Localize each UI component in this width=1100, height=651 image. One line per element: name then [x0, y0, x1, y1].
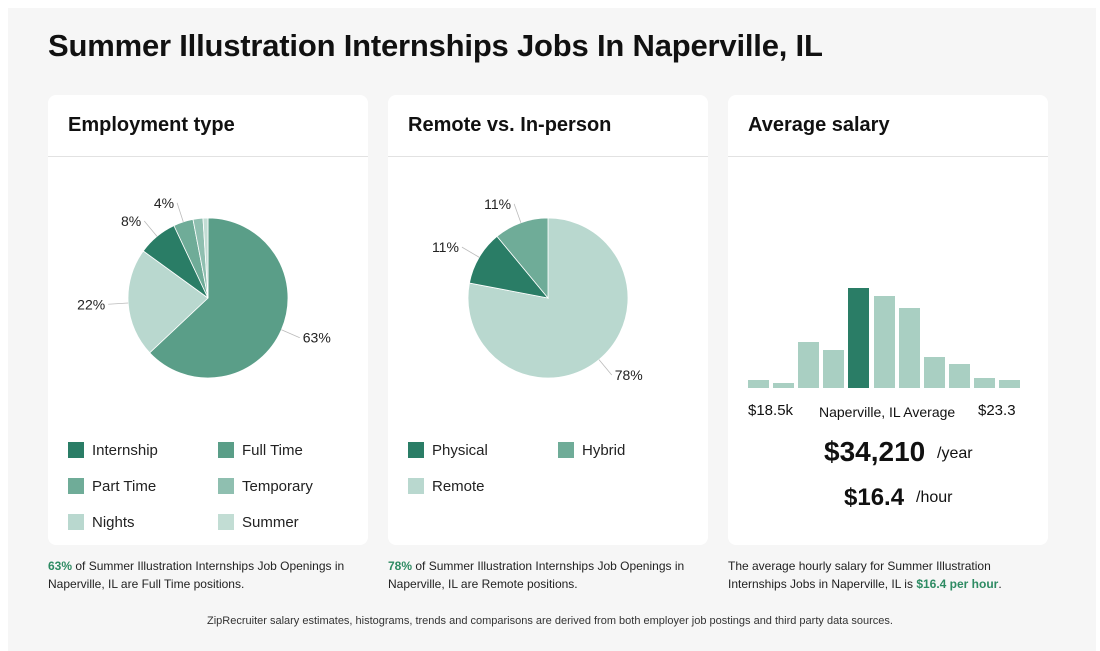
- remote-legend-swatch-remote: [408, 478, 424, 494]
- employment-legend-temporary: Temporary: [218, 477, 313, 495]
- remote-card: Remote vs. In-person 78% 11% 11% Physical H…: [388, 95, 708, 545]
- remote-title: Remote vs. In-person: [408, 114, 612, 136]
- remote-header: Remote vs. In-person: [388, 95, 708, 157]
- employment-legend-label-internship: Internship: [92, 441, 158, 459]
- yearly-salary-value: $34,210: [824, 436, 926, 467]
- histogram-bar: [748, 380, 769, 388]
- hourly-unit: /hour: [916, 489, 953, 506]
- remote-leader-hybrid: [513, 203, 522, 223]
- remote-label-physical: 11%: [432, 239, 459, 255]
- remote-legend-swatch-hybrid: [558, 442, 574, 458]
- histogram-bar: [948, 364, 970, 388]
- remote-legend-swatch-physical: [408, 442, 424, 458]
- employment-legend-part-time: Part Time: [68, 477, 156, 495]
- histogram-bar-average: [848, 288, 870, 388]
- remote-leader-remote: [598, 359, 613, 376]
- employment-legend-label-summer: Summer: [242, 513, 299, 531]
- employment-leader-part-time: [108, 302, 129, 305]
- employment-legend-swatch-part-time: [68, 478, 84, 494]
- employment-slice-part-time: [127, 250, 209, 354]
- histogram-bar: [973, 378, 995, 388]
- employment-slice-summer: [202, 217, 209, 299]
- histogram-bar: [823, 350, 845, 388]
- employment-type-title: Employment type: [68, 114, 235, 136]
- remote-caption-highlight: 78%: [388, 559, 413, 573]
- remote-legend-hybrid: Hybrid: [558, 441, 625, 459]
- remote-leader-physical: [461, 246, 480, 258]
- salary-caption-end: .: [998, 577, 1002, 591]
- remote-legend-label-hybrid: Hybrid: [582, 441, 626, 459]
- employment-legend-label-full-time: Full Time: [242, 441, 303, 459]
- employment-label-internship: 8%: [121, 213, 141, 229]
- salary-card: Average salary $18.5k Naperville, IL Ave…: [728, 95, 1048, 545]
- histogram-bar: [873, 296, 895, 388]
- employment-legend-swatch-internship: [68, 442, 84, 458]
- salary-caption: The average hourly salary for Summer Ill…: [728, 557, 1018, 593]
- employment-legend-swatch-summer: [218, 514, 234, 530]
- employment-slice-full-time: [149, 217, 289, 379]
- histogram-bar: [999, 380, 1020, 388]
- remote-label-remote: 78%: [615, 367, 643, 383]
- footnote: ZipRecruiter salary estimates, histogram…: [207, 615, 893, 627]
- employment-label-full-time: 63%: [303, 330, 331, 346]
- employment-leader-internship: [143, 220, 158, 237]
- employment-caption: 63% of Summer Illustration Internships J…: [48, 557, 348, 593]
- employment-legend-internship: Internship: [68, 441, 158, 459]
- histogram-bar: [923, 356, 945, 388]
- employment-legend-label-temporary: Temporary: [242, 477, 313, 495]
- remote-legend-physical: Physical: [408, 441, 488, 459]
- employment-type-header: Employment type: [48, 95, 368, 157]
- remote-legend-label-remote: Remote: [432, 477, 485, 495]
- histogram-bar: [773, 382, 795, 388]
- salary-caption-text: The average hourly salary for Summer Ill…: [728, 559, 991, 591]
- salary-range-min: $18.5k: [748, 402, 794, 419]
- histogram-bar: [898, 308, 920, 388]
- employment-caption-highlight: 63%: [48, 559, 73, 573]
- yearly-unit: /year: [937, 445, 973, 462]
- remote-label-hybrid: 11%: [484, 196, 511, 212]
- employment-legend-nights: Nights: [68, 513, 135, 531]
- employment-legend-label-nights: Nights: [92, 513, 135, 531]
- employment-leader-temporary: [176, 202, 184, 223]
- salary-caption-highlight: $16.4 per hour: [916, 577, 999, 591]
- employment-legend-full-time: Full Time: [218, 441, 303, 459]
- remote-caption: 78% of Summer Illustration Internships J…: [388, 557, 688, 593]
- employment-caption-text: of Summer Illustration Internships Job O…: [48, 559, 345, 591]
- employment-pie-chart: 63% 22% 8% 4%: [77, 195, 331, 379]
- salary-header: Average salary: [728, 95, 1048, 157]
- remote-caption-text: of Summer Illustration Internships Job O…: [388, 559, 685, 591]
- employment-label-part-time: 22%: [77, 296, 105, 312]
- employment-legend-label-part-time: Part Time: [92, 477, 157, 495]
- employment-legend-summer: Summer: [218, 513, 299, 531]
- employment-legend-swatch-nights: [68, 514, 84, 530]
- remote-pie-chart: 78% 11% 11%: [432, 196, 643, 383]
- histogram-bar: [798, 342, 820, 388]
- salary-range-max: $23.3: [978, 402, 1016, 419]
- hourly-salary-value: $16.4: [844, 484, 905, 511]
- salary-average-label: Naperville, IL Average: [819, 404, 956, 420]
- employment-leader-full-time: [281, 329, 300, 339]
- remote-legend-label-physical: Physical: [432, 441, 488, 459]
- remote-legend-remote: Remote: [408, 477, 485, 495]
- page-title: Summer Illustration Internships Jobs In …: [48, 28, 823, 63]
- salary-title: Average salary: [748, 114, 890, 136]
- employment-legend-swatch-full-time: [218, 442, 234, 458]
- employment-label-temporary: 4%: [154, 195, 174, 211]
- employment-legend-swatch-temporary: [218, 478, 234, 494]
- employment-type-card: Employment type 63% 22% 8% 4% Internship Ful…: [48, 95, 368, 545]
